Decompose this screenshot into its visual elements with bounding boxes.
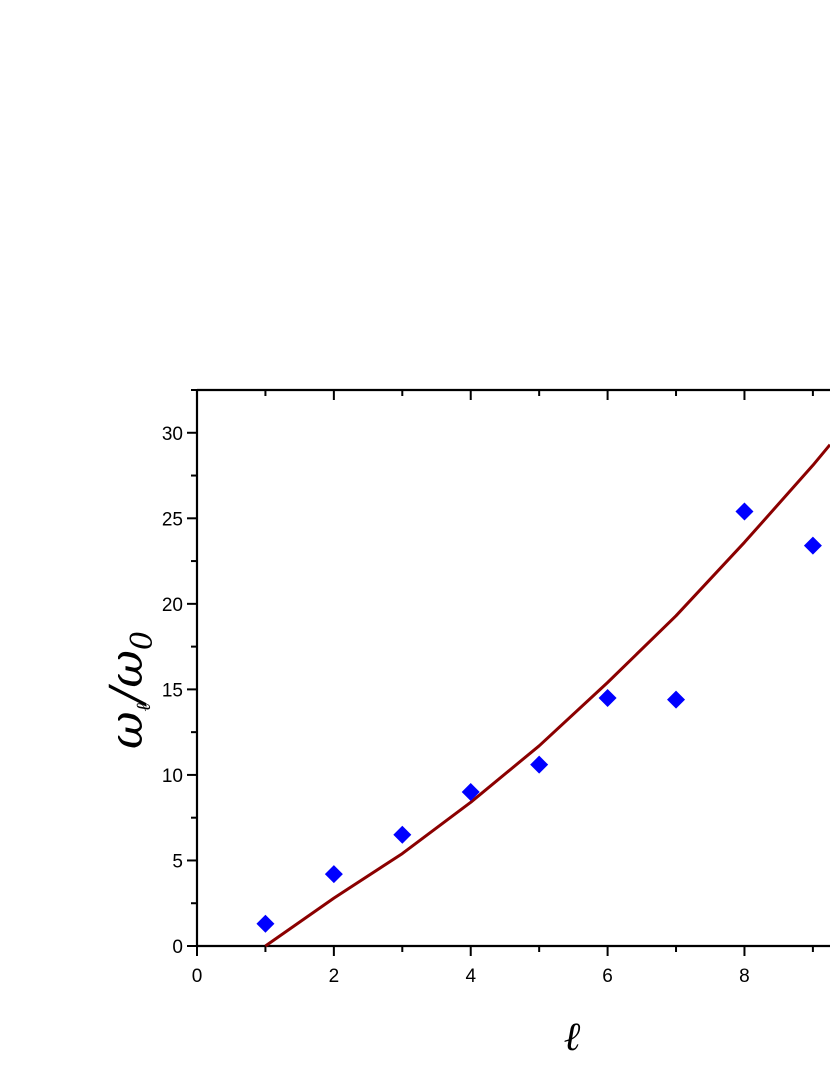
x-tick-label: 4 bbox=[465, 966, 476, 987]
data-point bbox=[735, 502, 754, 521]
y-axis-title-sub1: ℓ bbox=[131, 702, 155, 711]
x-axis-title: ℓ bbox=[564, 1014, 581, 1060]
fit-curve bbox=[264, 443, 830, 948]
y-tick-label: 15 bbox=[162, 680, 183, 701]
x-tick-label: 0 bbox=[192, 966, 203, 987]
data-point bbox=[324, 865, 343, 884]
y-tick-label: 25 bbox=[162, 509, 183, 530]
data-point bbox=[393, 825, 412, 844]
y-tick-label: 0 bbox=[172, 937, 183, 958]
y-tick-label: 5 bbox=[172, 851, 183, 872]
x-tick-label: 2 bbox=[329, 966, 340, 987]
data-point bbox=[803, 536, 822, 555]
y-tick-label: 10 bbox=[162, 766, 183, 787]
y-axis-title-sub2: 0 bbox=[125, 631, 160, 650]
y-axis-title: ωℓ/ω0 bbox=[99, 631, 160, 749]
y-tick-label: 30 bbox=[162, 424, 183, 445]
y-tick-label: 20 bbox=[162, 595, 183, 616]
axes: 0 2 4 6 8 0 5 10 15 20 25 30 bbox=[162, 388, 830, 987]
data-point bbox=[667, 690, 686, 709]
data-point bbox=[256, 914, 275, 933]
y-axis-title-omega: ω bbox=[99, 711, 153, 749]
data-point bbox=[530, 755, 549, 774]
plot-data bbox=[256, 443, 830, 948]
x-tick-label: 8 bbox=[739, 966, 750, 987]
data-point bbox=[598, 688, 617, 707]
y-axis-title-slash: /ω bbox=[99, 650, 153, 707]
data-point bbox=[461, 783, 480, 802]
x-tick-label: 6 bbox=[602, 966, 613, 987]
